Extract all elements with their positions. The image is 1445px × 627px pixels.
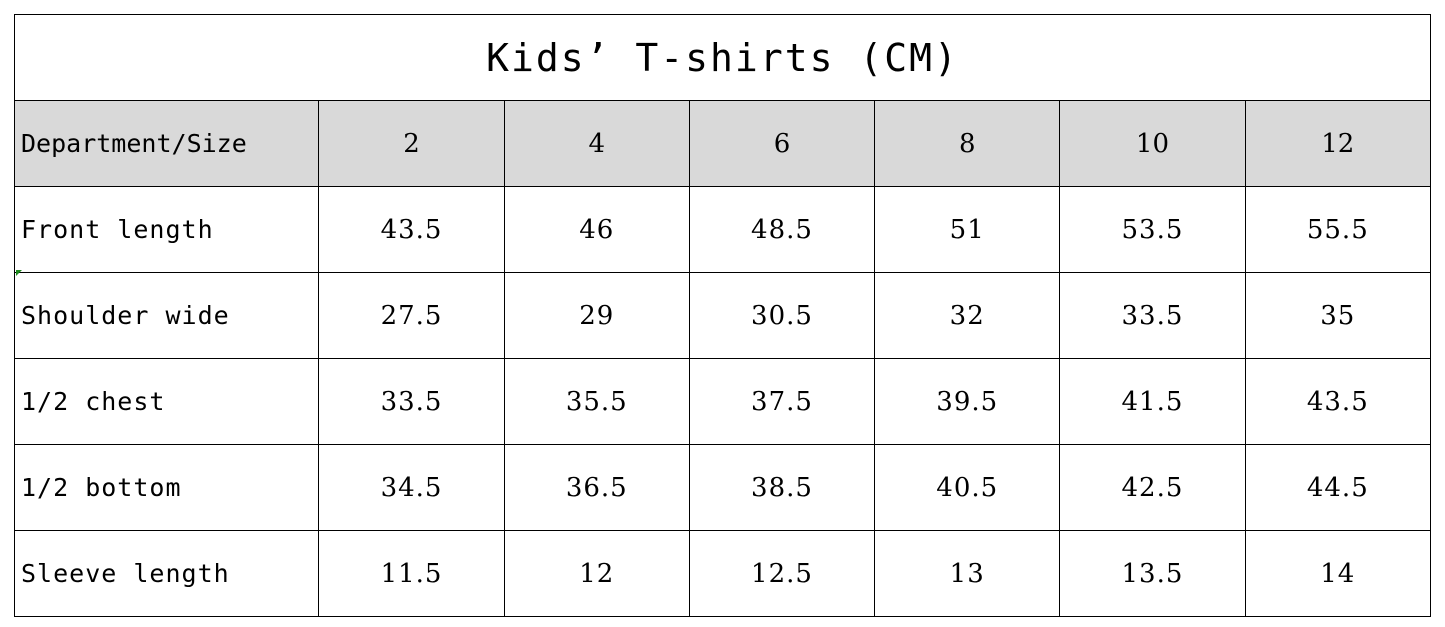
row-label: Shoulder wide	[13, 272, 320, 359]
size-header: 12	[1244, 100, 1432, 187]
size-header: 2	[318, 100, 505, 187]
table-cell: 13.5	[1059, 530, 1246, 617]
table-cell: 43.5	[1244, 358, 1432, 445]
table-cell: 33.5	[1059, 272, 1246, 359]
table-cell: 30.5	[688, 272, 876, 359]
header-label: Department/Size	[13, 100, 320, 187]
table-cell: 12.5	[688, 530, 876, 617]
table-cell: 38.5	[688, 444, 876, 531]
table-cell: 36.5	[503, 444, 690, 531]
table-cell: 11.5	[318, 530, 505, 617]
table-cell: 29	[503, 272, 690, 359]
table-cell: 43.5	[318, 186, 505, 273]
table-cell: 12	[503, 530, 690, 617]
table-cell: 48.5	[688, 186, 876, 273]
table-cell: 27.5	[318, 272, 505, 359]
table-cell: 42.5	[1059, 444, 1246, 531]
row-label: 1/2 bottom	[13, 444, 320, 531]
header-row: Department/Size 2 4 6 8 10 12	[13, 100, 1432, 187]
table-cell: 41.5	[1059, 358, 1246, 445]
table-cell: 33.5	[318, 358, 505, 445]
table-cell: 37.5	[688, 358, 876, 445]
table-title: Kids’ T-shirts (CM)	[14, 14, 1431, 101]
table-cell: 39.5	[874, 358, 1061, 445]
size-header: 8	[874, 100, 1061, 187]
table-cell: 51	[874, 186, 1061, 273]
table-row-half-bottom: 1/2 bottom 34.5 36.5 38.5 40.5 42.5 44.5	[13, 444, 1432, 531]
size-header: 4	[503, 100, 690, 187]
table-cell: 55.5	[1244, 186, 1432, 273]
table-cell: 35.5	[503, 358, 690, 445]
table-cell: 32	[874, 272, 1061, 359]
table-row-front-length: Front length 43.5 46 48.5 51 53.5 55.5	[13, 186, 1432, 273]
table-cell: 46	[503, 186, 690, 273]
table-cell: 40.5	[874, 444, 1061, 531]
table-cell: 35	[1244, 272, 1432, 359]
table-cell: 53.5	[1059, 186, 1246, 273]
table-row-sleeve-length: Sleeve length 11.5 12 12.5 13 13.5 14	[13, 530, 1432, 617]
table-cell: 34.5	[318, 444, 505, 531]
row-label: Front length	[13, 186, 320, 273]
cell-comment-marker	[16, 270, 22, 276]
table-cell: 13	[874, 530, 1061, 617]
table-cell: 14	[1244, 530, 1432, 617]
size-header: 10	[1059, 100, 1246, 187]
row-label: 1/2 chest	[13, 358, 320, 445]
table-cell: 44.5	[1244, 444, 1432, 531]
table-row-half-chest: 1/2 chest 33.5 35.5 37.5 39.5 41.5 43.5	[13, 358, 1432, 445]
size-chart-table: Kids’ T-shirts (CM) Department/Size 2 4 …	[13, 14, 1432, 617]
table-row-shoulder-wide: Shoulder wide 27.5 29 30.5 32 33.5 35	[13, 272, 1432, 359]
row-label: Sleeve length	[13, 530, 320, 617]
size-header: 6	[688, 100, 876, 187]
